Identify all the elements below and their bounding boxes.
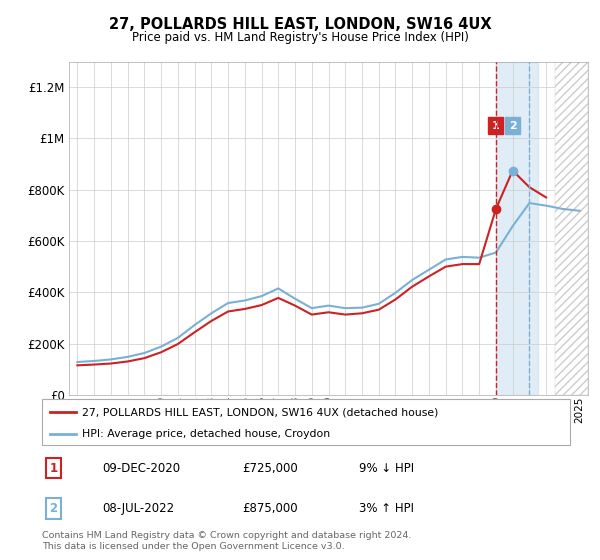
Text: 08-JUL-2022: 08-JUL-2022 (103, 502, 175, 515)
Text: HPI: Average price, detached house, Croydon: HPI: Average price, detached house, Croy… (82, 429, 330, 438)
Text: 1: 1 (492, 120, 500, 130)
Text: £725,000: £725,000 (242, 461, 298, 475)
Text: 27, POLLARDS HILL EAST, LONDON, SW16 4UX (detached house): 27, POLLARDS HILL EAST, LONDON, SW16 4UX… (82, 407, 438, 417)
Text: £875,000: £875,000 (242, 502, 298, 515)
Text: Contains HM Land Registry data © Crown copyright and database right 2024.
This d: Contains HM Land Registry data © Crown c… (42, 531, 412, 551)
Text: 9% ↓ HPI: 9% ↓ HPI (359, 461, 414, 475)
Text: 2: 2 (509, 120, 517, 130)
Text: 27, POLLARDS HILL EAST, LONDON, SW16 4UX: 27, POLLARDS HILL EAST, LONDON, SW16 4UX (109, 17, 491, 32)
Text: Price paid vs. HM Land Registry's House Price Index (HPI): Price paid vs. HM Land Registry's House … (131, 31, 469, 44)
Text: 1: 1 (50, 461, 58, 475)
Text: 3% ↑ HPI: 3% ↑ HPI (359, 502, 414, 515)
Text: 09-DEC-2020: 09-DEC-2020 (103, 461, 181, 475)
Text: 2: 2 (50, 502, 58, 515)
Bar (496, 62, 538, 395)
